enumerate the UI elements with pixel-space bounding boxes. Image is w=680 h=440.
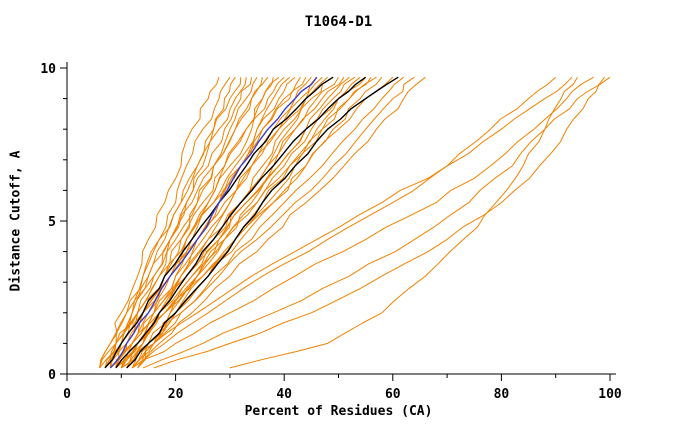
model-curve [99, 76, 269, 369]
y-tick-label: 0 [48, 368, 56, 383]
x-axis-label: Percent of Residues (CA) [244, 404, 433, 419]
reference-curve [104, 76, 334, 369]
model-curve [104, 76, 280, 369]
model-curve [131, 76, 405, 369]
model-curve [115, 76, 285, 369]
y-tick-label: 5 [48, 215, 56, 230]
model-curve [115, 76, 318, 369]
model-curve [104, 76, 231, 369]
model-curve [121, 76, 415, 369]
x-tick-label: 0 [63, 387, 71, 402]
model-curve [121, 76, 573, 369]
model-curve [120, 76, 258, 369]
chart-title: T1064-D1 [304, 14, 373, 30]
model-curve [99, 77, 220, 368]
model-curve [131, 76, 594, 369]
model-curve [109, 77, 263, 369]
reference-curve [126, 76, 399, 369]
y-tick-label: 10 [40, 62, 56, 77]
axis-lines [66, 62, 616, 375]
model-curve [115, 76, 356, 369]
x-tick-label: 80 [494, 387, 510, 402]
model-curve [131, 76, 557, 369]
x-tick-label: 20 [168, 387, 184, 402]
model-curve [99, 77, 242, 368]
x-tick-label: 100 [598, 387, 622, 402]
model-curve [229, 76, 578, 369]
model-curve [131, 76, 290, 369]
reference-curve [115, 76, 367, 369]
model-curve [142, 76, 611, 369]
model-curve [115, 76, 394, 369]
model-curve [153, 76, 605, 369]
model-curve [137, 76, 426, 369]
model-curve [115, 77, 247, 368]
model-curve [99, 76, 307, 369]
model-curve [120, 76, 367, 369]
x-tick-label: 40 [276, 387, 292, 402]
model-curve [131, 76, 372, 369]
highlight-curve [109, 76, 318, 369]
model-curve [110, 76, 377, 369]
x-tick-label: 60 [385, 387, 401, 402]
